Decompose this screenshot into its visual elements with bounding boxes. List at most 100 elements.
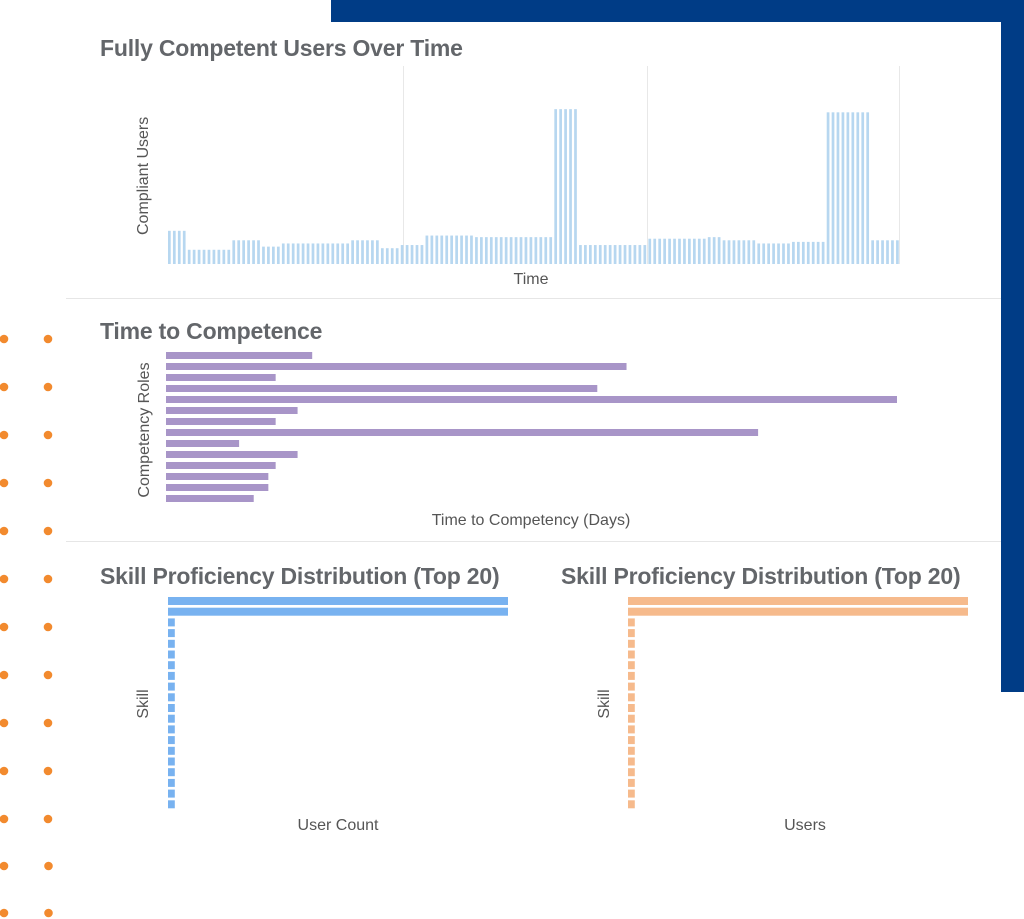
time-bar (747, 240, 751, 264)
hbar (166, 462, 276, 469)
hbar (168, 618, 175, 627)
time-bar (202, 249, 206, 264)
time-bar (371, 240, 374, 264)
time-bar (618, 245, 622, 264)
hbar (168, 789, 175, 798)
hbar (166, 363, 627, 370)
hbar (166, 407, 298, 414)
hbar (168, 597, 508, 605)
time-bar (559, 109, 562, 264)
time-bar (772, 243, 775, 264)
time-bar (514, 237, 518, 264)
decor-dot (43, 718, 53, 728)
hbar (628, 778, 635, 787)
time-bar (663, 238, 666, 264)
hbar (628, 714, 635, 723)
time-bar (861, 112, 865, 264)
hbar (166, 495, 254, 502)
hbar (166, 396, 897, 403)
time-bar (415, 245, 419, 264)
time-bar (633, 245, 637, 264)
time-bar (400, 245, 404, 264)
hbar (628, 704, 635, 712)
decor-dot (43, 382, 53, 392)
time-bar (732, 240, 736, 264)
decor-dot (43, 430, 53, 440)
time-bar (182, 230, 186, 264)
hbar (166, 484, 269, 491)
hbar (168, 778, 175, 787)
time-bar (281, 243, 285, 264)
time-bar (311, 243, 315, 264)
hbar (628, 746, 635, 755)
hbar (168, 768, 175, 777)
time-bar (881, 240, 884, 264)
hbar (168, 607, 508, 616)
skill-distribution-2-ylabel: Skill (596, 689, 613, 719)
time-bar (593, 245, 597, 264)
time-bar (801, 241, 805, 264)
time-bar (499, 237, 503, 264)
time-bar (727, 240, 731, 264)
decor-dot (44, 861, 53, 871)
time-bar (212, 249, 216, 264)
time-bar (435, 235, 439, 264)
time-bar (445, 235, 449, 264)
time-bar (742, 240, 746, 264)
hbar (628, 618, 635, 627)
skill-distribution-1-ylabel: Skill (135, 689, 152, 719)
time-bar (168, 230, 171, 264)
decor-dot (43, 766, 53, 776)
time-bar (683, 238, 686, 264)
decor-dot (43, 334, 53, 344)
time-bar (410, 245, 414, 264)
time-bar (524, 237, 528, 264)
time-to-competence-title: Time to Competence (100, 318, 323, 344)
time-bar (603, 245, 607, 264)
hbar (166, 473, 269, 480)
time-bar (217, 249, 221, 264)
time-bar (480, 237, 483, 264)
time-bar (811, 241, 815, 264)
time-bar (831, 112, 835, 264)
decor-dot (0, 814, 9, 824)
time-bar (638, 245, 642, 264)
time-bar (366, 240, 369, 264)
time-bar (504, 237, 508, 264)
time-bar (316, 243, 320, 264)
decor-dot (43, 574, 53, 584)
time-bar (475, 237, 478, 264)
time-bar (252, 240, 255, 264)
time-bar (722, 240, 726, 264)
decor-dot (0, 908, 9, 918)
time-bar (643, 245, 647, 264)
time-bar (192, 249, 196, 264)
time-bar (757, 243, 761, 264)
time-bar (301, 243, 305, 264)
time-bar (792, 241, 795, 264)
time-bar (346, 243, 350, 264)
decor-dot (0, 622, 9, 632)
hbar (628, 736, 635, 745)
time-bar (846, 112, 850, 264)
time-bar (341, 243, 345, 264)
time-bar (668, 238, 671, 264)
time-bar (460, 235, 463, 264)
hbar (168, 704, 175, 712)
decor-dot (43, 814, 53, 824)
time-bar (470, 235, 473, 264)
time-bar (222, 249, 226, 264)
time-bar (841, 112, 845, 264)
time-bar (613, 245, 617, 264)
time-bar (678, 238, 681, 264)
hbar (166, 451, 298, 458)
time-bar (291, 243, 295, 264)
time-bar (544, 237, 548, 264)
hbar (166, 374, 276, 381)
hbar (628, 597, 968, 605)
time-bar (826, 112, 830, 264)
users-over-time-xlabel: Time (513, 271, 549, 288)
skill-distribution-1-title: Skill Proficiency Distribution (Top 20) (100, 563, 500, 589)
time-bar (172, 230, 176, 264)
decor-dot (0, 430, 9, 440)
